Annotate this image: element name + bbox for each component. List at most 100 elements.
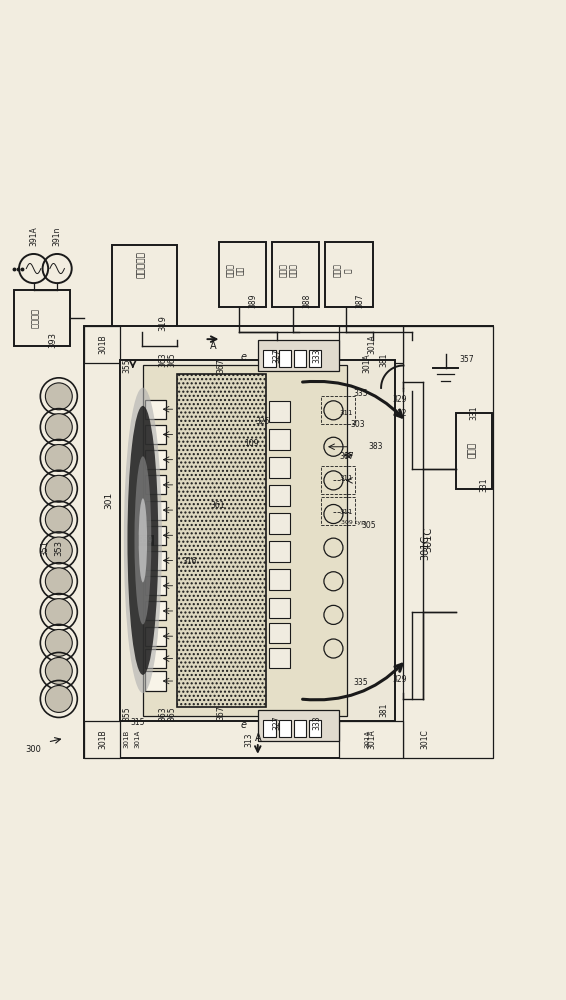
Circle shape (45, 475, 72, 502)
Bar (144, 627, 166, 646)
Bar (144, 425, 166, 444)
Bar (321, 466, 355, 494)
Text: 301C: 301C (424, 527, 434, 552)
Circle shape (45, 599, 72, 626)
Circle shape (45, 383, 72, 410)
Bar (278, 720, 291, 737)
Ellipse shape (124, 388, 162, 693)
Bar (144, 400, 166, 419)
Text: 331: 331 (479, 477, 488, 492)
Circle shape (45, 445, 72, 471)
Text: 309 typ.: 309 typ. (341, 520, 367, 525)
Bar (269, 569, 290, 590)
Text: 355: 355 (123, 358, 132, 373)
Text: 333: 333 (312, 349, 321, 363)
FancyArrowPatch shape (303, 381, 402, 417)
Text: 381: 381 (379, 703, 388, 717)
Circle shape (45, 506, 72, 533)
Text: 301A: 301A (367, 334, 376, 354)
Bar (14, 290, 70, 346)
Bar (144, 601, 166, 620)
Bar (269, 598, 290, 618)
Text: 301B: 301B (123, 730, 129, 748)
Text: 331: 331 (469, 406, 478, 420)
Text: 363: 363 (158, 353, 167, 367)
Text: 316: 316 (182, 557, 196, 566)
Text: 301: 301 (105, 491, 114, 509)
Text: 303: 303 (350, 420, 365, 429)
Bar (258, 710, 339, 741)
Text: 361: 361 (210, 501, 225, 510)
Bar (309, 720, 321, 737)
Text: e: e (241, 720, 247, 730)
Bar (269, 485, 290, 506)
Bar (177, 374, 266, 707)
Bar (144, 501, 166, 520)
Bar (339, 326, 404, 363)
Text: 388: 388 (302, 294, 311, 308)
Bar (272, 242, 319, 307)
Bar (269, 541, 290, 562)
Text: 电子束
气体源: 电子束 气体源 (279, 263, 298, 277)
Text: 367: 367 (217, 706, 226, 720)
Ellipse shape (135, 456, 151, 624)
Bar (294, 720, 306, 737)
Ellipse shape (127, 406, 158, 675)
Bar (263, 350, 276, 367)
Bar (325, 242, 372, 307)
Text: 325: 325 (255, 417, 269, 426)
Text: 383: 383 (368, 442, 383, 451)
Text: 311: 311 (339, 410, 353, 416)
Bar (269, 401, 290, 422)
Text: 391A: 391A (29, 226, 38, 246)
Bar (144, 526, 166, 545)
Text: 313: 313 (245, 732, 254, 747)
Bar (84, 326, 121, 363)
Text: 311: 311 (339, 475, 353, 481)
Bar (456, 413, 492, 489)
Bar (121, 360, 395, 721)
Bar (321, 497, 355, 525)
Circle shape (45, 568, 72, 595)
Circle shape (45, 414, 72, 441)
Bar (144, 649, 166, 668)
Bar (339, 721, 404, 758)
Bar (269, 623, 290, 643)
Text: 329: 329 (392, 395, 407, 404)
Text: 319: 319 (158, 316, 167, 331)
Bar (218, 242, 266, 307)
Bar (112, 245, 177, 332)
Text: 307: 307 (339, 452, 354, 461)
FancyArrowPatch shape (303, 664, 402, 700)
Bar (269, 429, 290, 450)
Text: 357: 357 (460, 355, 474, 364)
Text: 工艺气体源: 工艺气体源 (138, 251, 146, 278)
Bar (144, 671, 166, 691)
Text: 365: 365 (168, 707, 177, 721)
Text: 353: 353 (54, 540, 63, 556)
Text: 367: 367 (217, 358, 226, 373)
Text: 109: 109 (244, 439, 258, 448)
Text: 301A: 301A (363, 353, 371, 373)
Text: 351: 351 (40, 540, 49, 556)
Text: 301B: 301B (98, 334, 107, 354)
Bar (269, 648, 290, 668)
Circle shape (45, 629, 72, 656)
Bar (144, 551, 166, 570)
Text: 电子束
电源: 电子束 电源 (226, 263, 245, 277)
Bar (294, 350, 306, 367)
Text: 327: 327 (273, 349, 282, 363)
Bar (321, 396, 355, 424)
Text: 393: 393 (49, 332, 58, 348)
Text: 301C: 301C (421, 729, 430, 749)
Circle shape (45, 686, 72, 712)
Text: 359: 359 (138, 536, 153, 545)
Text: 302: 302 (392, 409, 407, 418)
Text: 301A: 301A (364, 730, 370, 748)
Text: 355: 355 (123, 707, 132, 721)
Text: 381: 381 (379, 353, 388, 367)
Text: 排气泵: 排气泵 (468, 441, 477, 458)
Text: 301C: 301C (421, 535, 430, 560)
Text: 315: 315 (130, 718, 144, 727)
Text: 网格电
源: 网格电 源 (333, 263, 353, 277)
